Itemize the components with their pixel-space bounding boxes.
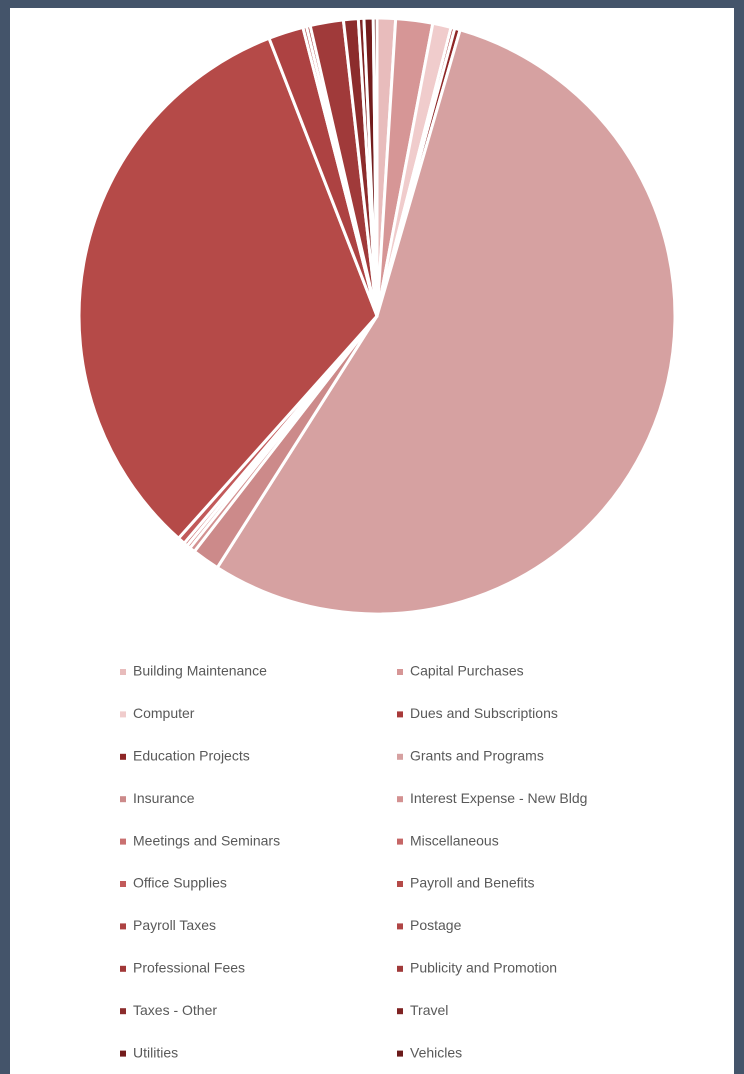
legend-label: Travel [410, 1002, 448, 1018]
legend-label: Payroll Taxes [133, 917, 216, 933]
legend-label: Vehicles [410, 1044, 462, 1060]
pie-slice [371, 16, 379, 318]
pie-slice [77, 36, 379, 540]
legend-marker [120, 965, 126, 972]
legend-label: Miscellaneous [410, 832, 499, 848]
legend-marker [120, 1008, 126, 1015]
legend-marker [120, 711, 126, 718]
legend-marker [397, 711, 403, 718]
legend-marker [120, 753, 126, 760]
legend-marker [397, 1050, 403, 1057]
legend-marker [120, 796, 126, 803]
legend-marker [120, 881, 126, 887]
legend-label: Dues and Subscriptions [410, 705, 558, 721]
legend-marker [120, 923, 126, 930]
legend-label: Grants and Programs [410, 748, 544, 764]
legend-marker [120, 838, 126, 845]
legend-label: Office Supplies [133, 875, 227, 891]
legend-marker [397, 669, 403, 675]
legend-label: Professional Fees [133, 960, 245, 976]
legend-label: Computer [133, 705, 195, 721]
legend-label: Publicity and Promotion [410, 960, 557, 976]
legend-marker [397, 1008, 403, 1015]
legend-marker [397, 923, 403, 930]
legend-label: Payroll and Benefits [410, 875, 535, 891]
legend-label: Interest Expense - New Bldg [410, 790, 587, 806]
legend-label: Insurance [133, 790, 195, 806]
legend-marker [397, 796, 403, 803]
pie-slice [215, 28, 677, 616]
legend-marker [120, 1050, 126, 1057]
legend-marker [397, 838, 403, 845]
legend-label: Postage [410, 917, 462, 933]
legend-label: Utilities [133, 1044, 178, 1060]
legend-label: Meetings and Seminars [133, 832, 280, 848]
legend-label: Capital Purchases [410, 663, 524, 679]
legend-label: Education Projects [133, 748, 250, 764]
legend-label: Taxes - Other [133, 1002, 217, 1018]
legend-marker [397, 965, 403, 972]
legend-marker [397, 881, 403, 887]
legend-marker [397, 753, 403, 760]
legend-label: Building Maintenance [133, 663, 267, 679]
legend-marker [120, 669, 126, 675]
